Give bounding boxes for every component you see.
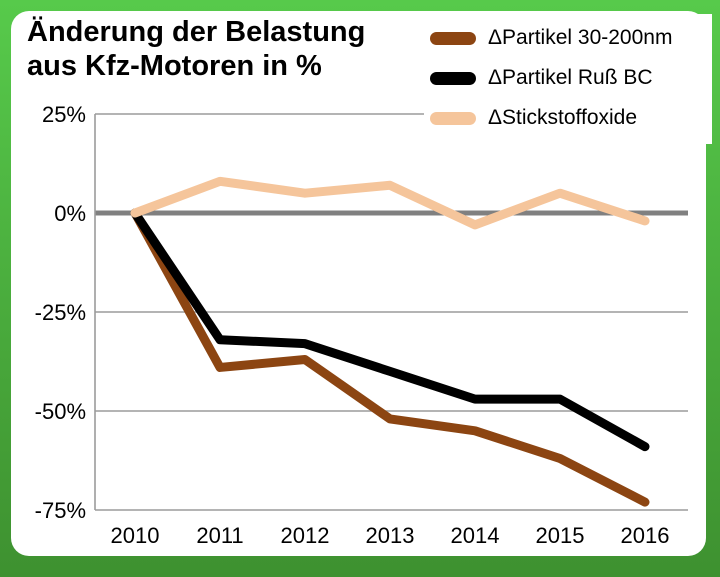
x-tick-label: 2016 <box>621 523 670 548</box>
y-tick-label: -50% <box>35 399 86 424</box>
y-tick-label: 25% <box>42 102 86 127</box>
chart-title-line1: Änderung der Belastung <box>27 16 366 48</box>
x-tick-label: 2012 <box>281 523 330 548</box>
y-tick-label: -25% <box>35 300 86 325</box>
x-tick-label: 2015 <box>536 523 585 548</box>
series-stickstoffoxide <box>130 176 650 230</box>
y-tick-label: -75% <box>35 498 86 523</box>
series-partikel-russ-bc <box>130 208 650 452</box>
legend-item-partikel-russ-bc: ΔPartikel Ruß BC <box>430 58 712 98</box>
legend-label: ΔPartikel 30-200nm <box>488 26 673 49</box>
legend-swatch-partikel-russ-bc-icon <box>430 71 476 85</box>
legend-item-stickstoffoxide: ΔStickstoffoxide <box>430 98 712 138</box>
x-tick-label: 2014 <box>451 523 500 548</box>
chart-legend: ΔPartikel 30-200nm ΔPartikel Ruß BC ΔSti… <box>424 14 712 144</box>
chart-title-line2: aus Kfz-Motoren in % <box>27 49 322 82</box>
legend-item-partikel-30-200nm: ΔPartikel 30-200nm <box>430 18 712 58</box>
series-partikel-30-200nm <box>130 208 650 507</box>
x-tick-label: 2013 <box>366 523 415 548</box>
legend-swatch-stickstoffoxide-icon <box>430 111 476 125</box>
legend-label: ΔStickstoffoxide <box>488 106 638 129</box>
x-tick-label: 2011 <box>196 523 243 548</box>
y-tick-label: 0% <box>54 201 86 226</box>
chart-title: Änderung der Belastung aus Kfz-Motoren i… <box>27 16 365 84</box>
legend-swatch-partikel-30-200nm-icon <box>430 31 476 45</box>
legend-label: ΔPartikel Ruß BC <box>488 66 653 89</box>
x-tick-label: 2010 <box>111 523 160 548</box>
